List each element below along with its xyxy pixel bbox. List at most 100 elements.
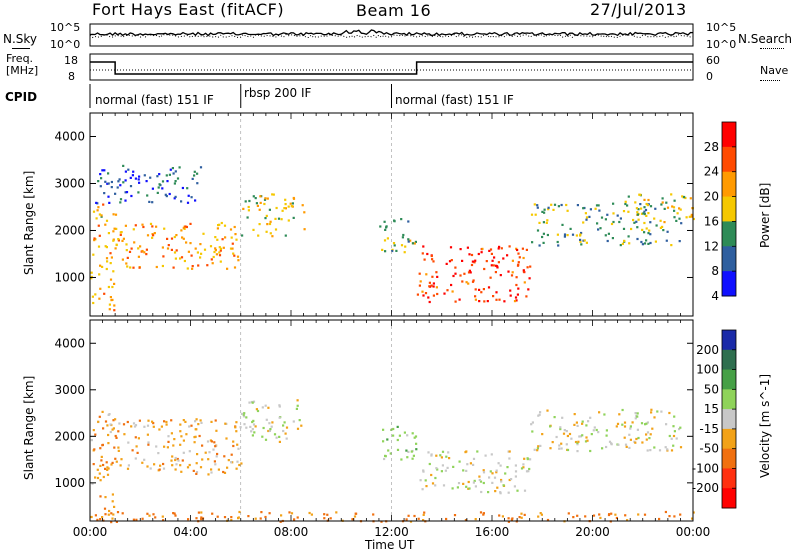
data-point [113, 505, 116, 508]
data-point [214, 236, 217, 239]
data-point [579, 435, 582, 438]
data-point [100, 215, 103, 218]
data-point [165, 174, 168, 177]
data-point [585, 436, 588, 439]
data-point [99, 185, 102, 188]
data-point [194, 435, 197, 438]
data-point [197, 264, 200, 267]
data-point [293, 518, 296, 521]
data-point [195, 418, 198, 421]
data-point [679, 426, 682, 429]
data-point [508, 245, 511, 248]
data-point [268, 512, 271, 515]
data-point [471, 280, 475, 283]
data-point [585, 424, 588, 427]
data-point [658, 449, 662, 452]
data-point [118, 178, 121, 181]
data-point [296, 516, 299, 519]
data-point [579, 238, 582, 241]
data-point [615, 425, 618, 428]
data-point [509, 289, 512, 292]
data-point [432, 282, 435, 285]
data-point [104, 223, 107, 226]
data-point [112, 419, 115, 422]
data-point [575, 421, 578, 424]
data-point [162, 519, 165, 522]
data-point [506, 254, 509, 257]
data-point [136, 451, 139, 454]
data-point [413, 514, 416, 518]
data-point [430, 473, 433, 477]
data-point [428, 281, 431, 284]
data-point [182, 439, 185, 442]
data-point [494, 271, 497, 274]
data-point [145, 180, 148, 183]
data-point [211, 512, 214, 515]
data-point [303, 211, 306, 214]
data-point [227, 459, 230, 462]
data-point [386, 237, 389, 240]
x-tick-label: 00:00 [73, 525, 108, 539]
data-point [495, 471, 498, 474]
data-point [649, 241, 652, 245]
data-point [663, 207, 666, 210]
data-point [109, 296, 112, 299]
data-point [92, 210, 96, 213]
data-point [646, 431, 650, 434]
data-point [469, 271, 472, 274]
data-point [152, 422, 155, 425]
data-point [520, 467, 524, 470]
data-point [255, 408, 258, 411]
data-point [243, 412, 246, 415]
data-point [174, 180, 177, 183]
data-point [111, 500, 114, 503]
data-point [434, 484, 437, 487]
data-point [421, 290, 424, 293]
data-point [152, 513, 155, 516]
data-point [99, 287, 102, 290]
data-point [114, 418, 117, 421]
data-point [232, 444, 235, 448]
data-point [186, 201, 190, 204]
data-point [387, 449, 390, 452]
data-point [445, 262, 448, 265]
data-point [236, 443, 239, 446]
data-point [445, 455, 448, 458]
data-point [190, 424, 193, 427]
data-point [160, 425, 163, 428]
data-point [252, 400, 256, 403]
data-point [134, 177, 137, 180]
data-point [121, 512, 124, 515]
data-point [516, 293, 519, 296]
data-point [533, 203, 536, 206]
data-point [166, 237, 169, 240]
data-point [235, 421, 238, 424]
data-point [538, 244, 541, 247]
data-point [497, 462, 500, 465]
data-point [497, 247, 500, 250]
data-point [124, 191, 127, 194]
freq-label: Freq. [6, 52, 34, 65]
data-point [132, 422, 136, 425]
data-point [427, 296, 430, 299]
data-point [107, 232, 110, 235]
data-point [507, 491, 510, 494]
data-point [500, 247, 503, 250]
data-point [422, 513, 425, 516]
colorbar-swatch [722, 196, 736, 222]
data-point [268, 222, 272, 226]
data-point [619, 217, 622, 220]
data-point [441, 464, 444, 467]
data-point [98, 213, 101, 216]
data-point [260, 511, 263, 514]
data-point [132, 228, 135, 231]
data-point [648, 229, 651, 232]
data-point [161, 515, 164, 518]
data-point [451, 487, 454, 490]
data-point [435, 271, 438, 274]
data-point [679, 446, 683, 449]
data-point [441, 450, 445, 453]
data-point [117, 239, 120, 242]
data-point [447, 451, 450, 454]
data-point [176, 457, 179, 461]
